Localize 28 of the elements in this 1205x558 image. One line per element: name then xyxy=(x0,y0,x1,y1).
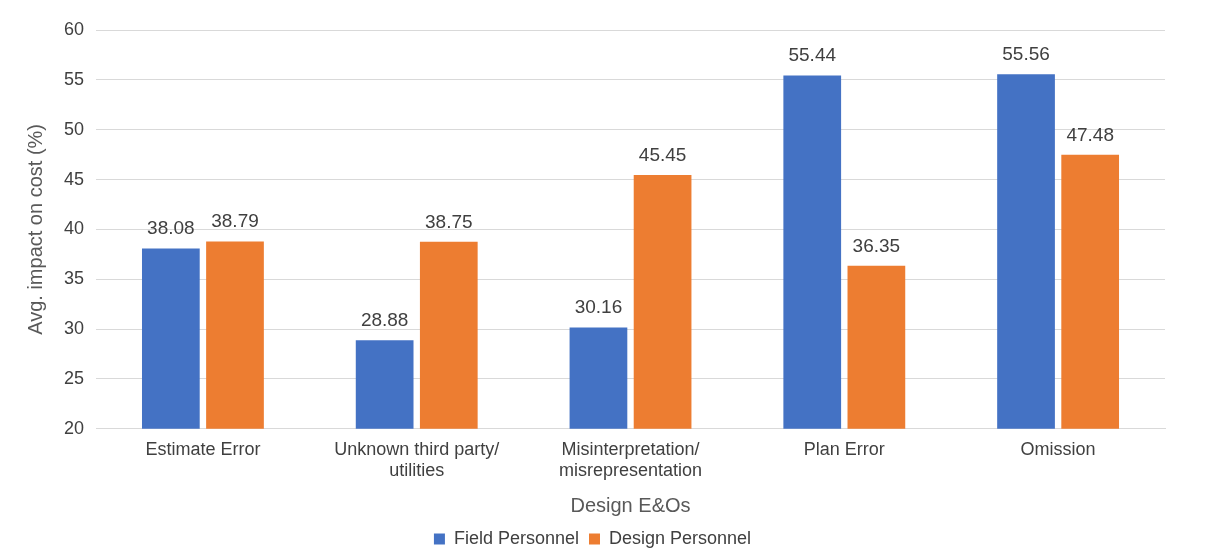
data-label: 47.48 xyxy=(1066,123,1114,145)
data-label: 55.56 xyxy=(1002,43,1050,64)
data-label: 38.75 xyxy=(425,210,473,232)
y-tick-label: 40 xyxy=(63,218,85,239)
y-tick-label: 60 xyxy=(63,18,85,39)
y-tick-label: 55 xyxy=(63,68,85,89)
data-label: 28.88 xyxy=(360,309,409,330)
data-label: 36.35 xyxy=(852,234,901,256)
x-tick-label: Misinterpretation/ misrepresentation xyxy=(558,438,703,481)
data-label: 38.79 xyxy=(211,210,259,232)
x-tick-label: Plan Error xyxy=(803,438,885,459)
y-axis-title: Avg. impact on cost (%) xyxy=(23,123,46,335)
data-label: 45.45 xyxy=(638,143,687,165)
data-label: 55.44 xyxy=(788,44,837,66)
y-tick-label: 45 xyxy=(63,168,85,189)
y-tick-label: 50 xyxy=(63,118,85,139)
legend-label: Design Personnel xyxy=(608,527,752,548)
x-tick-label: Omission xyxy=(1020,438,1096,459)
y-tick-label: 35 xyxy=(63,268,85,289)
x-tick-label: Unknown third party/ utilities xyxy=(334,438,500,481)
y-tick-label: 20 xyxy=(63,417,85,438)
x-axis-title: Design E&Os xyxy=(570,493,691,516)
legend-label: Field Personnel xyxy=(453,527,579,548)
x-tick-label: Estimate Error xyxy=(145,438,261,459)
y-tick-label: 30 xyxy=(63,318,85,339)
y-tick-label: 25 xyxy=(63,367,85,388)
data-label: 38.08 xyxy=(147,217,195,239)
data-label: 30.16 xyxy=(574,296,623,318)
